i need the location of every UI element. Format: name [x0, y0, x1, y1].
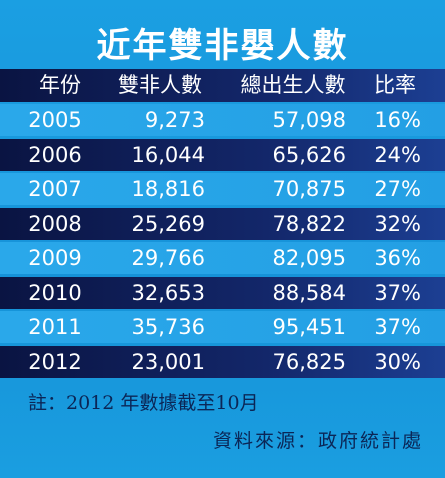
table-row: 2006 16,044 65,626 24%: [0, 138, 445, 171]
table-cell: 2007: [28, 177, 82, 201]
table-cell: 27%: [374, 177, 421, 201]
table-row: 2009 29,766 82,095 36%: [0, 242, 445, 274]
table-cell: 2012: [28, 349, 82, 374]
table-cell: 32,653: [131, 280, 205, 305]
title: 近年雙非嬰人數: [96, 26, 349, 66]
header-cell: 比率: [374, 73, 416, 97]
source: 資料來源：政府統計處: [212, 430, 423, 452]
header-cell: 年份: [39, 73, 81, 97]
table-row: 2010 32,653 88,584 37%: [0, 276, 445, 309]
table-row: 2011 35,736 95,451 37%: [0, 311, 445, 343]
table-cell: 2010: [28, 280, 82, 305]
table-cell: 70,875: [272, 177, 346, 201]
table-cell: 65,626: [272, 142, 346, 167]
note: 註：2012 年數據截至10月: [28, 392, 259, 414]
table-row: 2008 25,269 78,822 32%: [0, 207, 445, 240]
table-cell: 30%: [374, 349, 421, 374]
table-cell: 16%: [374, 108, 421, 132]
table-cell: 2008: [28, 211, 82, 236]
table-cell: 2011: [28, 315, 82, 339]
table-cell: 35,736: [131, 315, 205, 339]
table-cell: 37%: [374, 315, 421, 339]
table-cell: 2005: [28, 108, 82, 132]
table-cell: 57,098: [272, 108, 346, 132]
header-row: 年份 雙非人數 總出生人數 比率: [0, 69, 445, 102]
header-cell: 總出生人數: [240, 73, 346, 97]
table-cell: 23,001: [131, 349, 205, 374]
table-cell: 82,095: [272, 246, 346, 270]
table-cell: 88,584: [272, 280, 346, 305]
table-cell: 95,451: [272, 315, 346, 339]
table-cell: 76,825: [272, 349, 346, 374]
table-cell: 2009: [28, 246, 82, 270]
table-cell: 36%: [374, 246, 421, 270]
table-cell: 29,766: [131, 246, 205, 270]
table-cell: 25,269: [131, 211, 205, 236]
table-cell: 37%: [374, 280, 421, 305]
table-row: 2012 23,001 76,825 30%: [0, 345, 445, 378]
table-cell: 2006: [28, 142, 82, 167]
table-row: 2005 9,273 57,098 16%: [0, 104, 445, 136]
table-cell: 32%: [374, 211, 421, 236]
table-row: 2007 18,816 70,875 27%: [0, 173, 445, 205]
table-cell: 78,822: [272, 211, 346, 236]
table-cell: 9,273: [144, 108, 205, 132]
table-cell: 16,044: [131, 142, 205, 167]
header-cell: 雙非人數: [118, 73, 202, 97]
table-cell: 18,816: [131, 177, 205, 201]
table-cell: 24%: [374, 142, 421, 167]
